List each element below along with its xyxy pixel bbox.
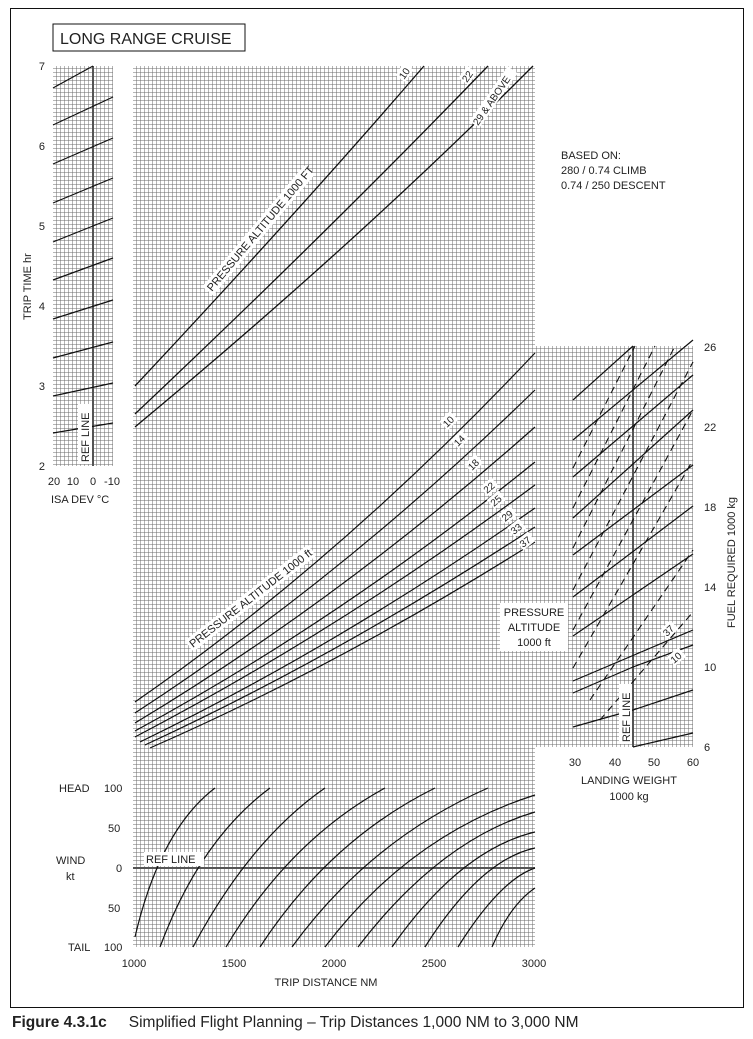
svg-text:10: 10 (704, 662, 716, 674)
isa-grid (53, 66, 113, 466)
svg-text:100: 100 (104, 783, 122, 795)
figure-frame (10, 8, 744, 1008)
svg-text:kt: kt (66, 871, 75, 883)
svg-text:1000 ft: 1000 ft (517, 637, 551, 649)
svg-text:WIND: WIND (56, 855, 85, 867)
pa-box (500, 603, 568, 651)
svg-text:ALTITUDE: ALTITUDE (508, 622, 560, 634)
svg-text:TRIP DISTANCE NM: TRIP DISTANCE NM (275, 977, 378, 989)
distance-axis: 1000 1500 2000 2500 3000 TRIP DISTANCE N… (122, 958, 546, 989)
wind-curves (134, 787, 536, 948)
svg-text:5: 5 (39, 221, 45, 233)
svg-text:30: 30 (569, 757, 581, 769)
svg-text:7: 7 (39, 61, 45, 73)
lw-ref-label: REF LINE (621, 692, 633, 742)
svg-text:1000 kg: 1000 kg (609, 791, 648, 803)
fuel-altitude-curves (134, 352, 536, 749)
svg-text:LANDING WEIGHT: LANDING WEIGHT (581, 775, 677, 787)
fuel-axis: 26 22 18 14 10 6 (704, 342, 716, 754)
wind-ref-label: REF LINE (146, 854, 196, 866)
svg-text:PRESSURE: PRESSURE (504, 607, 565, 619)
svg-text:100: 100 (104, 942, 122, 954)
fuel-required-label: FUEL REQUIRED 1000 kg (726, 497, 738, 628)
svg-text:-10: -10 (104, 476, 120, 488)
svg-text:18: 18 (704, 502, 716, 514)
svg-text:0: 0 (116, 863, 122, 875)
svg-text:22: 22 (704, 422, 716, 434)
wind-axis: HEAD 100 50 WIND kt 0 50 TAIL 100 (56, 783, 122, 954)
svg-text:6: 6 (704, 742, 710, 754)
svg-text:50: 50 (108, 823, 120, 835)
svg-text:20: 20 (48, 476, 60, 488)
svg-text:TAIL: TAIL (68, 942, 90, 954)
landing-weight-grid (535, 346, 693, 747)
svg-text:14: 14 (704, 582, 716, 594)
svg-text:40: 40 (609, 757, 621, 769)
svg-text:0.74 / 250 DESCENT: 0.74 / 250 DESCENT (561, 180, 666, 192)
isa-axis: 20 10 0 -10 (48, 476, 120, 488)
svg-text:50: 50 (108, 903, 120, 915)
caption-label: Figure 4.3.1c (12, 1014, 107, 1031)
isa-curves (52, 65, 114, 434)
svg-text:2500: 2500 (422, 958, 446, 970)
caption-text: Simplified Flight Planning – Trip Distan… (128, 1014, 579, 1031)
svg-text:3: 3 (39, 381, 45, 393)
svg-text:0: 0 (90, 476, 96, 488)
isa-dev-label: ISA DEV °C (51, 494, 109, 506)
chart-title: LONG RANGE CRUISE (60, 31, 232, 48)
svg-text:60: 60 (687, 757, 699, 769)
lw-dashed-lines (572, 345, 694, 721)
svg-text:2: 2 (39, 461, 45, 473)
pa-box-text: PRESSURE ALTITUDE 1000 ft (504, 607, 565, 649)
time-axis: 7 6 5 4 3 2 (39, 61, 45, 473)
svg-text:2000: 2000 (322, 958, 346, 970)
svg-text:10: 10 (67, 476, 79, 488)
svg-text:1000: 1000 (122, 958, 146, 970)
title-box (52, 23, 246, 52)
svg-text:4: 4 (39, 301, 45, 313)
based-on-note: BASED ON: 280 / 0.74 CLIMB 0.74 / 250 DE… (561, 150, 666, 192)
svg-text:26: 26 (704, 342, 716, 354)
svg-text:50: 50 (648, 757, 660, 769)
svg-text:3000: 3000 (522, 958, 546, 970)
svg-text:6: 6 (39, 141, 45, 153)
main-grid (133, 66, 535, 947)
svg-text:HEAD: HEAD (59, 783, 90, 795)
trip-time-label: TRIP TIME hr (22, 253, 34, 320)
lw-axis: 30 40 50 60 LANDING WEIGHT 1000 kg (569, 757, 699, 803)
svg-text:1500: 1500 (222, 958, 246, 970)
svg-text:280 / 0.74 CLIMB: 280 / 0.74 CLIMB (561, 165, 647, 177)
figure-caption: Figure 4.3.1c Simplified Flight Planning … (12, 1014, 578, 1032)
isa-ref-label: REF LINE (80, 412, 92, 462)
svg-text:BASED ON:: BASED ON: (561, 150, 621, 162)
